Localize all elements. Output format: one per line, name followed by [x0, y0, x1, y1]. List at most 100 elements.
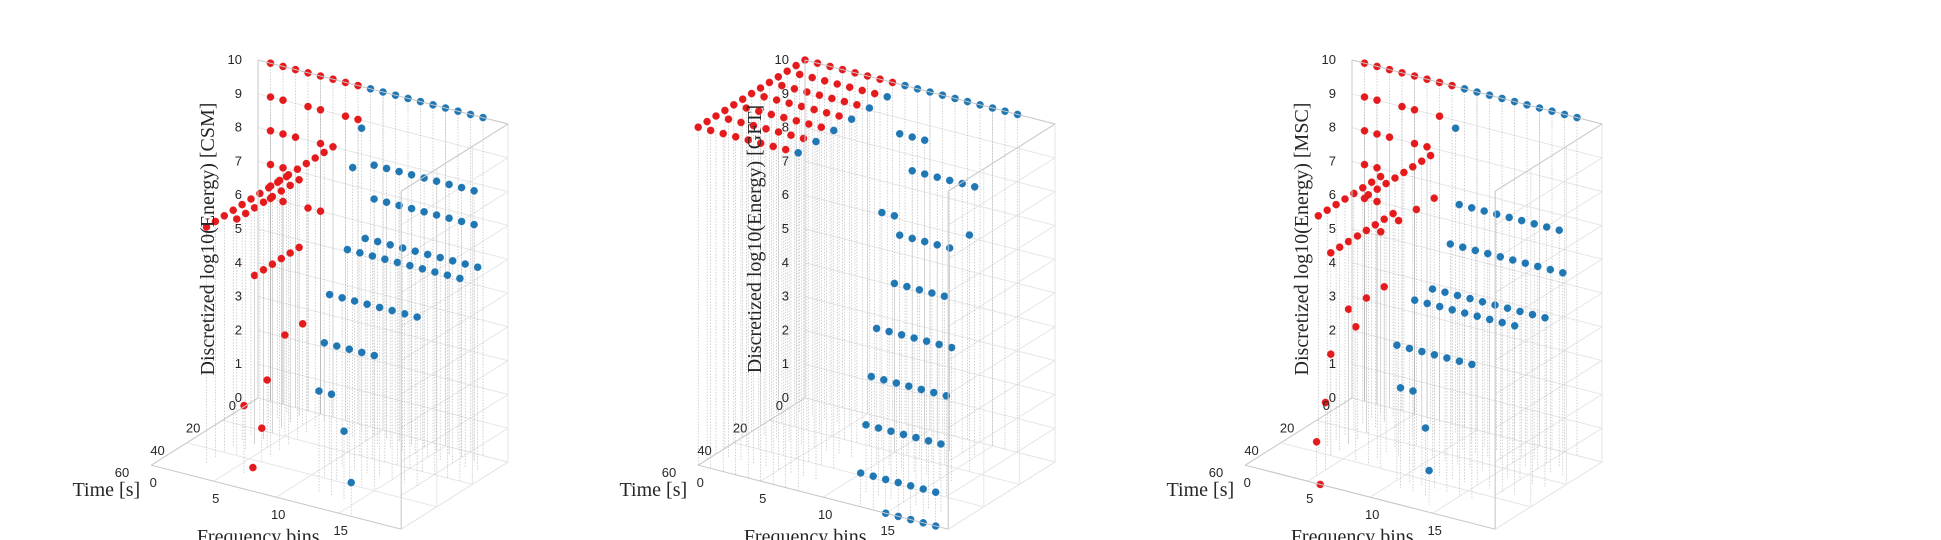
- data-point-red: [250, 204, 259, 212]
- data-point-blue: [1460, 309, 1469, 317]
- z-tick-label: 5: [235, 221, 242, 236]
- data-point-blue: [931, 488, 940, 497]
- data-point-blue: [443, 271, 452, 280]
- data-point-blue: [370, 161, 378, 169]
- f-tick-label: 10: [1365, 507, 1379, 522]
- box-edge: [804, 59, 1056, 125]
- data-point-blue: [420, 174, 428, 182]
- t-axis-label: Time [s]: [620, 479, 688, 501]
- data-point-blue: [947, 343, 956, 352]
- data-point-blue: [1453, 291, 1462, 300]
- z-tick-label: 6: [1329, 187, 1336, 202]
- data-point-red: [286, 181, 295, 190]
- data-point-blue: [398, 244, 407, 252]
- data-point-blue: [910, 334, 918, 342]
- data-point-blue: [1393, 341, 1401, 350]
- data-point-red: [822, 109, 831, 117]
- data-point-red: [284, 171, 293, 179]
- z-tick-label: 6: [782, 187, 789, 202]
- f-tick-label: 10: [818, 507, 832, 522]
- data-point-red: [279, 197, 287, 206]
- gridline: [1280, 442, 1531, 508]
- data-point-blue: [1546, 265, 1555, 274]
- data-point-red: [1323, 206, 1331, 214]
- t-tick-label: 20: [733, 420, 747, 435]
- data-point-red: [1410, 139, 1419, 148]
- data-point-blue: [1528, 310, 1537, 319]
- data-point-blue: [445, 180, 453, 189]
- f-tick-label: 15: [880, 523, 894, 538]
- data-point-blue: [880, 376, 888, 384]
- data-point-red: [706, 126, 715, 135]
- data-point-red: [1394, 216, 1403, 225]
- data-point-blue: [320, 339, 329, 347]
- data-point-blue: [413, 313, 421, 321]
- z-tick-label: 2: [782, 322, 789, 337]
- data-point-red: [1412, 205, 1421, 214]
- data-point-red: [1321, 398, 1330, 407]
- f-axis-line: [151, 464, 402, 530]
- z-tick-label: 1: [782, 356, 789, 371]
- box-edge: [947, 123, 1056, 192]
- z-tick-label: 5: [782, 221, 789, 236]
- data-point-blue: [1541, 314, 1549, 322]
- data-point-red: [1373, 185, 1381, 193]
- data-point-blue: [970, 183, 979, 191]
- data-point-blue: [470, 187, 478, 195]
- data-point-blue: [1396, 384, 1405, 392]
- data-point-blue: [1467, 204, 1476, 212]
- data-point-red: [1373, 197, 1381, 206]
- data-point-red: [1435, 112, 1444, 120]
- data-point-red: [279, 164, 287, 172]
- gridline: [213, 413, 321, 482]
- data-point-blue: [1503, 304, 1512, 313]
- data-point-blue: [895, 130, 904, 138]
- data-point-blue: [348, 163, 357, 172]
- data-point-blue: [1459, 243, 1467, 251]
- data-point-red: [1360, 127, 1369, 135]
- data-point-blue: [1471, 246, 1480, 255]
- data-point-red: [1398, 102, 1406, 111]
- data-point-blue: [878, 208, 886, 217]
- data-point-red: [1314, 212, 1323, 220]
- data-point-red: [721, 106, 729, 115]
- t-tick-label: 40: [1244, 443, 1258, 458]
- data-point-blue: [920, 237, 929, 246]
- data-point-red: [1332, 200, 1340, 209]
- data-point-blue: [470, 220, 478, 229]
- data-point-red: [281, 331, 289, 339]
- data-point-blue: [928, 289, 936, 297]
- data-point-blue: [930, 388, 938, 397]
- data-point-red: [1426, 151, 1435, 160]
- data-point-red: [755, 107, 763, 115]
- data-point-red: [293, 165, 302, 173]
- data-point-blue: [432, 177, 441, 185]
- data-point-blue: [1468, 360, 1476, 369]
- data-point-blue: [431, 268, 439, 276]
- data-point-blue: [856, 469, 865, 477]
- data-point-red: [249, 463, 257, 472]
- data-point-red: [1380, 283, 1388, 291]
- t-tick-label: 0: [229, 398, 236, 413]
- data-point-red: [247, 195, 255, 203]
- data-point-red: [792, 117, 801, 125]
- data-point-red: [783, 67, 792, 75]
- data-point-blue: [327, 390, 336, 399]
- t-tick-label: 40: [697, 443, 711, 458]
- data-point-red: [316, 139, 325, 148]
- data-point-blue: [358, 348, 366, 357]
- data-point-blue: [368, 252, 377, 260]
- data-point-blue: [338, 294, 346, 302]
- z-tick-label: 5: [1329, 221, 1336, 236]
- data-point-red: [719, 129, 728, 138]
- gridline: [1494, 461, 1603, 530]
- data-point-blue: [1421, 424, 1430, 432]
- data-point-red: [266, 127, 275, 135]
- data-point-red: [354, 115, 362, 124]
- data-point-blue: [908, 133, 917, 141]
- data-point-red: [277, 187, 286, 195]
- data-point-blue: [1484, 249, 1492, 258]
- data-point-blue: [1443, 354, 1451, 362]
- data-point-red: [772, 96, 781, 104]
